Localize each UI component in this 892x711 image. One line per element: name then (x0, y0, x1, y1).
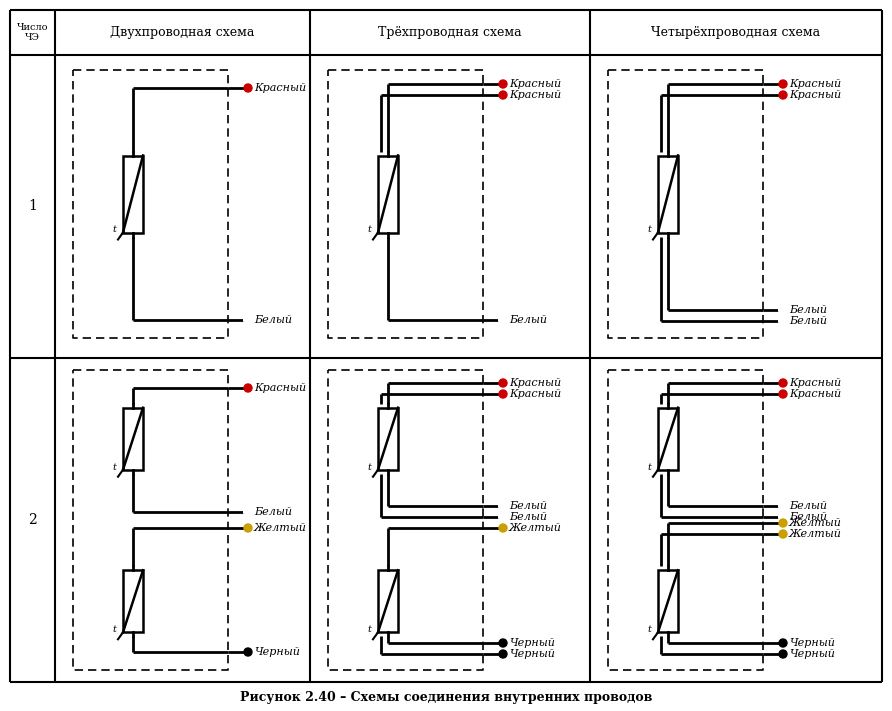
Circle shape (499, 91, 507, 99)
Text: Белый: Белый (509, 501, 547, 511)
Bar (658, 156, 678, 232)
Circle shape (499, 524, 507, 532)
Text: t: t (647, 625, 651, 634)
Text: Четырёхпроводная схема: Четырёхпроводная схема (651, 26, 821, 39)
Text: Красный: Красный (789, 389, 841, 399)
Bar (123, 156, 143, 232)
Circle shape (244, 316, 252, 324)
Text: 2: 2 (29, 513, 37, 527)
Text: Красный: Красный (509, 79, 561, 89)
Text: 1: 1 (28, 200, 37, 213)
Text: Красный: Красный (509, 90, 561, 100)
Circle shape (779, 317, 787, 325)
Text: Красный: Красный (789, 79, 841, 89)
Text: Красный: Красный (789, 378, 841, 388)
Circle shape (499, 639, 507, 647)
Text: Число
ЧЭ: Число ЧЭ (17, 23, 48, 42)
Circle shape (779, 513, 787, 521)
Text: Двухпроводная схема: Двухпроводная схема (111, 26, 255, 39)
Text: Белый: Белый (789, 501, 827, 511)
Circle shape (499, 513, 507, 521)
Text: t: t (112, 463, 116, 471)
Text: Желтый: Желтый (509, 523, 562, 533)
Circle shape (779, 519, 787, 527)
Text: Желтый: Желтый (789, 518, 842, 528)
Circle shape (244, 384, 252, 392)
Circle shape (499, 502, 507, 510)
Text: Черный: Черный (789, 649, 835, 659)
Text: t: t (112, 625, 116, 634)
Text: Белый: Белый (789, 512, 827, 522)
Circle shape (244, 648, 252, 656)
Text: Красный: Красный (509, 389, 561, 399)
Text: Белый: Белый (254, 315, 292, 325)
Text: Красный: Красный (254, 383, 306, 393)
Circle shape (499, 390, 507, 398)
Text: Желтый: Желтый (254, 523, 307, 533)
Circle shape (779, 639, 787, 647)
Text: Белый: Белый (254, 507, 292, 517)
Circle shape (779, 390, 787, 398)
Circle shape (779, 379, 787, 387)
Text: Белый: Белый (509, 512, 547, 522)
Circle shape (499, 316, 507, 324)
Circle shape (779, 502, 787, 510)
Text: t: t (647, 463, 651, 471)
Circle shape (779, 306, 787, 314)
Text: t: t (368, 625, 371, 634)
Text: Желтый: Желтый (789, 529, 842, 539)
Circle shape (779, 91, 787, 99)
Text: Черный: Черный (789, 638, 835, 648)
Text: Красный: Красный (789, 90, 841, 100)
Bar (658, 407, 678, 470)
Bar (378, 407, 398, 470)
Text: Красный: Красный (509, 378, 561, 388)
Circle shape (244, 84, 252, 92)
Bar (378, 156, 398, 232)
Circle shape (499, 379, 507, 387)
Circle shape (244, 524, 252, 532)
Text: Красный: Красный (254, 83, 306, 93)
Text: Белый: Белый (789, 316, 827, 326)
Circle shape (779, 530, 787, 538)
Text: Черный: Черный (509, 638, 555, 648)
Bar (658, 570, 678, 632)
Text: Черный: Черный (509, 649, 555, 659)
Text: t: t (112, 225, 116, 235)
Bar (123, 570, 143, 632)
Text: t: t (368, 225, 371, 235)
Bar (378, 570, 398, 632)
Text: Белый: Белый (789, 305, 827, 315)
Bar (123, 407, 143, 470)
Circle shape (499, 80, 507, 88)
Text: t: t (368, 463, 371, 471)
Text: Рисунок 2.40 – Схемы соединения внутренних проводов: Рисунок 2.40 – Схемы соединения внутренн… (240, 690, 652, 703)
Circle shape (779, 80, 787, 88)
Text: Трёхпроводная схема: Трёхпроводная схема (378, 26, 522, 39)
Circle shape (244, 508, 252, 516)
Text: Белый: Белый (509, 315, 547, 325)
Circle shape (779, 650, 787, 658)
Text: Черный: Черный (254, 647, 300, 657)
Text: t: t (647, 225, 651, 235)
Circle shape (499, 650, 507, 658)
